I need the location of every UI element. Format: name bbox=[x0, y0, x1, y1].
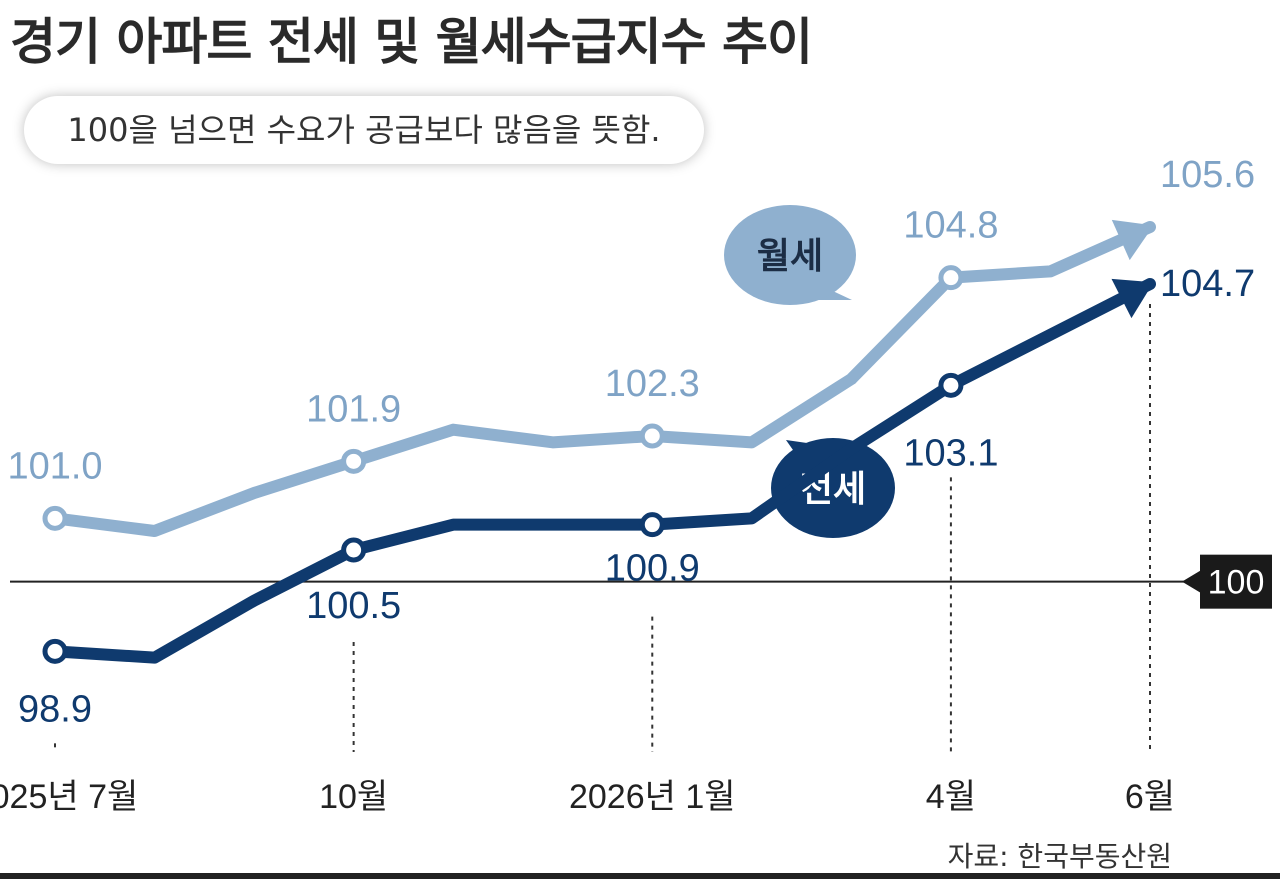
data-label: 104.7 bbox=[1160, 263, 1255, 305]
series-lines bbox=[49, 219, 1156, 664]
note-bubble: 100을 넘으면 수요가 공급보다 많음을 뜻함. bbox=[24, 96, 704, 164]
chart-title: 경기 아파트 전세 및 월세수급지수 추이 bbox=[10, 13, 813, 71]
reference-label: 100 bbox=[1208, 564, 1265, 602]
reference-pointer bbox=[1182, 569, 1202, 594]
data-point bbox=[938, 265, 964, 291]
x-tick-label: 6월 bbox=[1125, 778, 1175, 816]
data-label: 101.0 bbox=[7, 445, 102, 487]
data-label: 104.8 bbox=[903, 205, 998, 247]
bottom-rule bbox=[0, 873, 1280, 879]
source-note: 자료: 한국부동산원 bbox=[948, 840, 1172, 873]
data-points bbox=[42, 265, 964, 664]
data-label: 105.6 bbox=[1160, 154, 1255, 196]
guide-lines bbox=[54, 304, 1151, 752]
x-tick-labels: 2025년 7월 10월 2026년 1월 4월 6월 bbox=[0, 778, 1175, 816]
bubble-wolse bbox=[724, 205, 856, 305]
data-point bbox=[42, 505, 68, 531]
data-label: 103.1 bbox=[903, 432, 998, 474]
data-labels: 101.0 101.9 102.3 104.8 105.6 98.9 100.5 100.9 1… bbox=[7, 154, 1255, 730]
reference-line-group: 100 bbox=[10, 554, 1272, 609]
data-label: 100.9 bbox=[605, 548, 700, 590]
series-line-0 bbox=[49, 221, 1156, 537]
series-line-1 bbox=[49, 278, 1156, 664]
x-tick-label: 10월 bbox=[319, 778, 388, 816]
data-point bbox=[639, 512, 665, 538]
series-arrow-1 bbox=[1111, 278, 1154, 319]
data-label: 102.3 bbox=[605, 363, 700, 405]
data-point bbox=[639, 423, 665, 449]
reference-badge bbox=[1200, 554, 1272, 609]
series-arrow-0 bbox=[1111, 219, 1154, 261]
bubble-wolse-label: 월세 bbox=[757, 236, 823, 277]
data-point bbox=[341, 448, 367, 474]
x-tick-label: 4월 bbox=[926, 778, 976, 816]
data-label: 100.5 bbox=[306, 585, 401, 627]
data-label: 98.9 bbox=[18, 688, 92, 730]
data-label: 101.9 bbox=[306, 388, 401, 430]
x-tick-label: 2026년 1월 bbox=[569, 778, 736, 816]
bubble-jeonse bbox=[771, 438, 895, 538]
x-tick-label: 2025년 7월 bbox=[0, 778, 138, 816]
data-point bbox=[341, 537, 367, 563]
data-point bbox=[938, 372, 964, 398]
data-point bbox=[42, 638, 68, 664]
